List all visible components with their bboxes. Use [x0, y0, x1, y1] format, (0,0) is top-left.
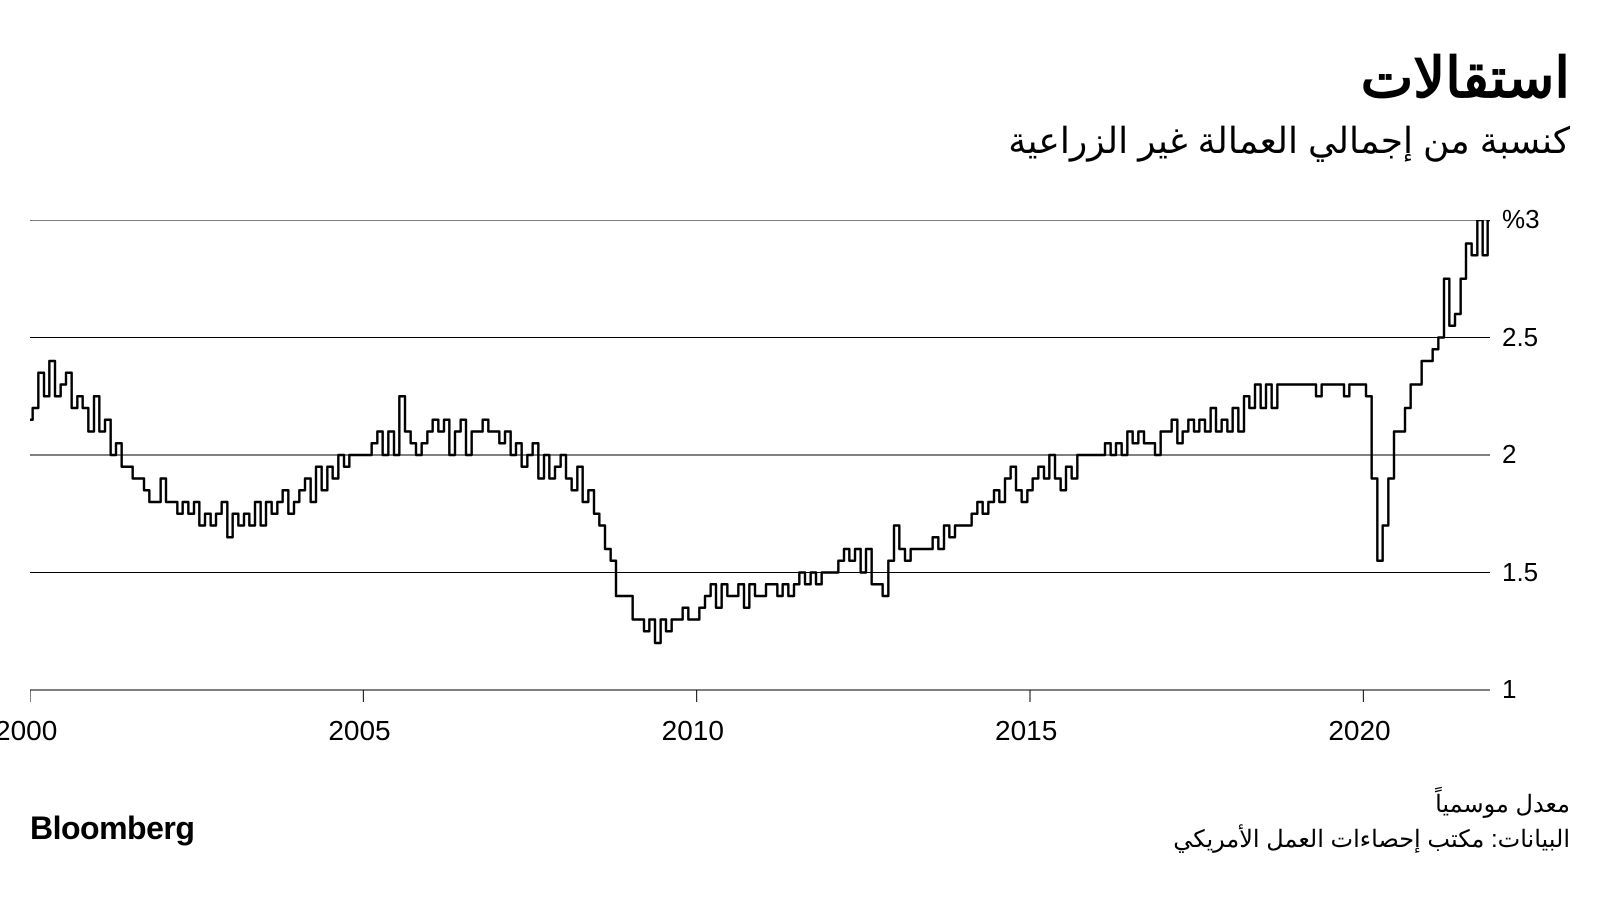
x-tick-label: 2010: [662, 715, 724, 747]
x-tick-label: 2005: [328, 715, 390, 747]
chart-title: استقالات: [1361, 45, 1570, 111]
x-tick-label: 2015: [995, 715, 1057, 747]
y-tick-label: 2.5: [1502, 322, 1538, 353]
y-tick-label: %3: [1502, 204, 1540, 235]
y-tick-label: 1: [1502, 674, 1516, 705]
chart-subtitle: كنسبة من إجمالي العمالة غير الزراعية: [1008, 120, 1570, 162]
line-chart: [30, 220, 1490, 730]
x-tick-label: 2020: [1328, 715, 1390, 747]
x-tick-label: 2000: [0, 715, 57, 747]
brand-logo: Bloomberg: [30, 810, 194, 847]
chart-footnote-2: البيانات: مكتب إحصاءات العمل الأمريكي: [1173, 825, 1570, 854]
y-tick-label: 2: [1502, 439, 1516, 470]
chart-container: استقالات كنسبة من إجمالي العمالة غير الز…: [0, 0, 1600, 900]
y-tick-label: 1.5: [1502, 557, 1538, 588]
chart-footnote-1: معدل موسمياً: [1435, 790, 1570, 819]
